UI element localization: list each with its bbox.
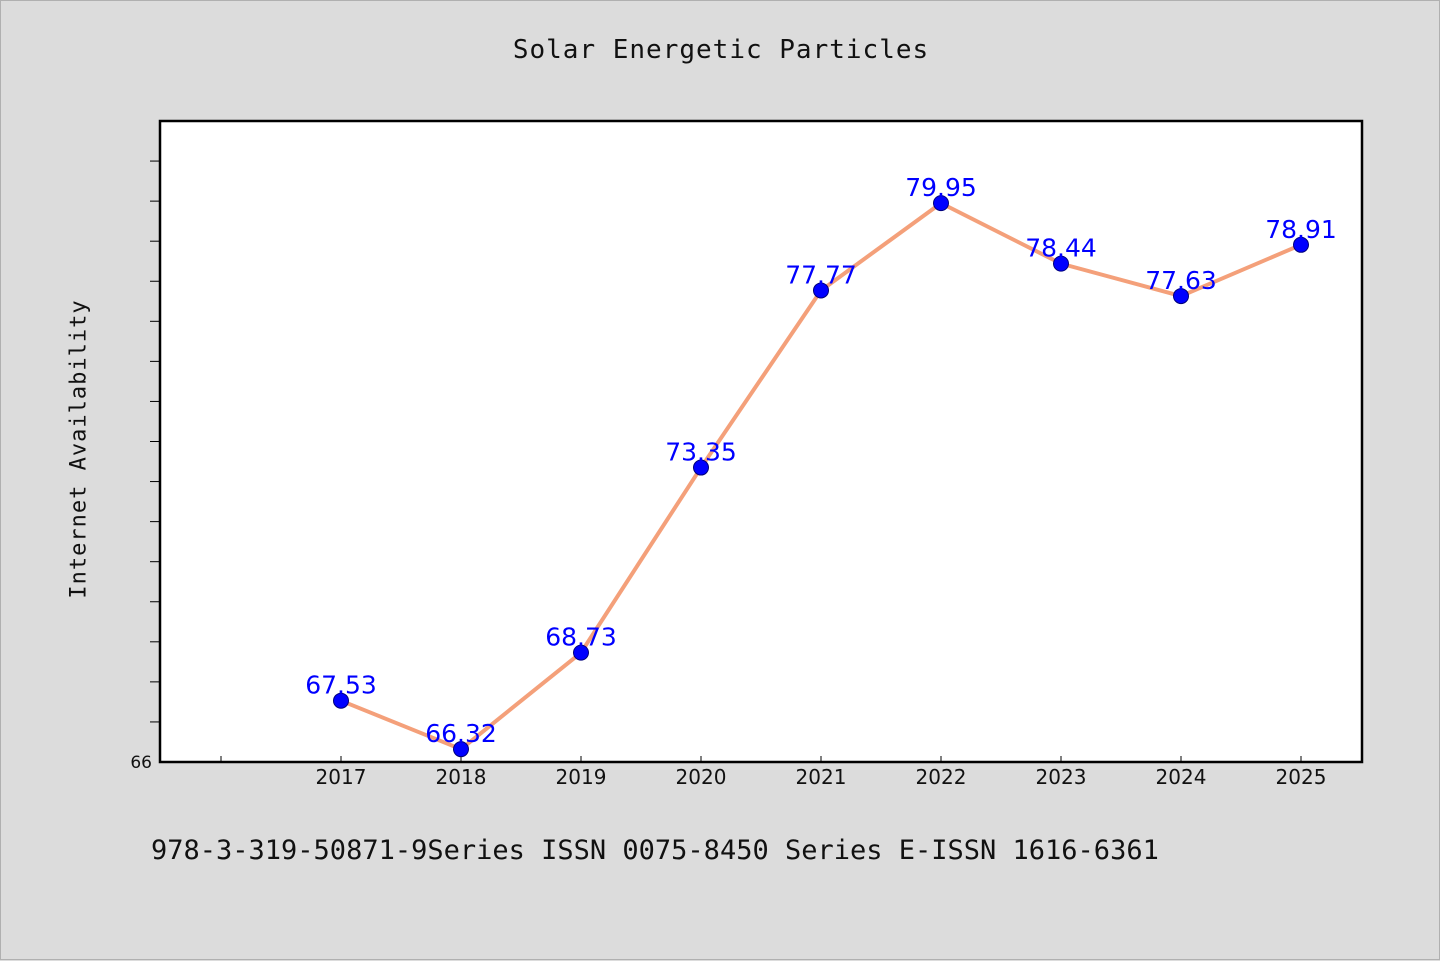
x-tick-label: 2019	[556, 765, 607, 789]
data-point	[813, 282, 829, 299]
data-point	[453, 741, 469, 758]
x-tick-label: 2021	[796, 765, 847, 789]
data-point	[1293, 236, 1309, 253]
y-tick-label: 66	[130, 753, 152, 773]
x-tick-label: 2020	[676, 765, 727, 789]
x-tick-label: 2022	[916, 765, 967, 789]
plot-area	[158, 119, 1364, 764]
data-label: 73.35	[665, 438, 737, 467]
footer-isbn-text: 978-3-319-50871-9Series ISSN 0075-8450 S…	[151, 835, 1159, 866]
x-tick-label: 2023	[1036, 765, 1087, 789]
chart-title: Solar Energetic Particles	[512, 35, 930, 65]
data-point	[333, 692, 349, 709]
data-point	[693, 459, 709, 476]
data-point	[1173, 288, 1189, 305]
data-label: 77.77	[785, 260, 857, 289]
data-points	[333, 195, 1309, 758]
x-tick-label: 2024	[1156, 765, 1207, 789]
data-label: 67.53	[305, 671, 377, 700]
x-tick-label: 2025	[1276, 765, 1327, 789]
data-label: 68.73	[545, 623, 617, 652]
data-label: 79.95	[905, 173, 977, 202]
data-labels: 67.53 66.32 68.73 73.35 77.77 79.95 78.44 77.63…	[305, 173, 1337, 748]
y-axis-ticks: 66	[130, 160, 160, 773]
x-tick-label: 2017	[316, 765, 367, 789]
data-label: 66.32	[425, 719, 497, 748]
data-point	[573, 644, 589, 661]
data-label: 78.91	[1265, 215, 1337, 244]
data-label: 78.44	[1025, 234, 1097, 263]
data-point	[1053, 255, 1069, 272]
x-tick-label: 2018	[436, 765, 487, 789]
x-axis-ticks: 2017 2018 2019 2020 2021 2022 2023 2024 2025	[220, 756, 1327, 789]
data-label: 77.63	[1145, 266, 1217, 295]
data-point	[933, 195, 949, 212]
